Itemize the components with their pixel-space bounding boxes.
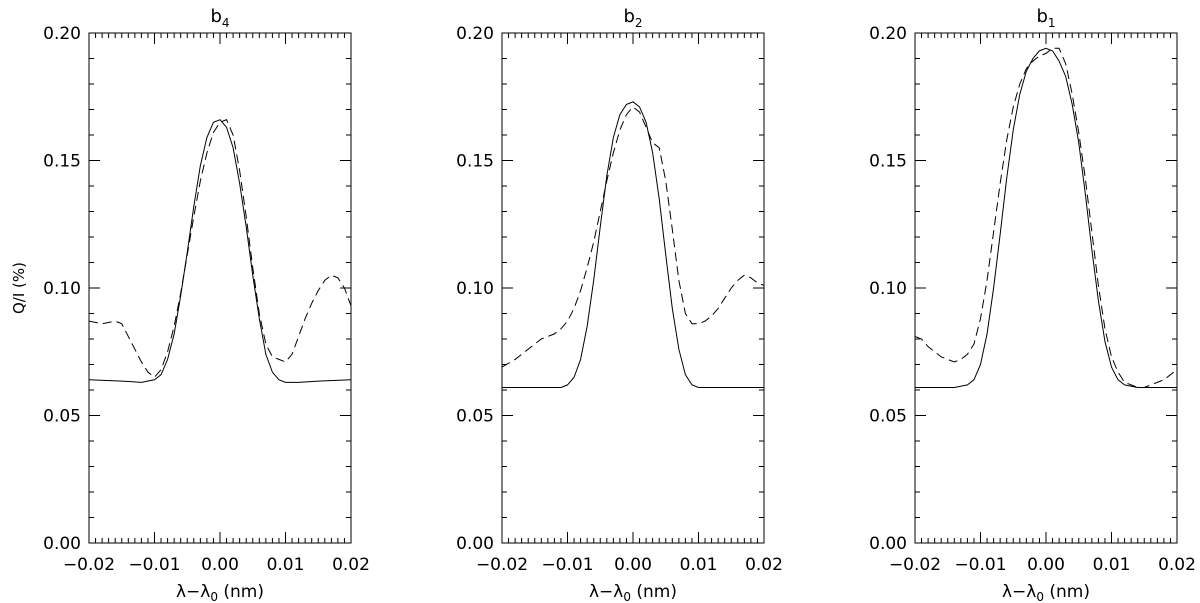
panel-title: b4 [210, 6, 229, 30]
x-axis-label: λ−λ0 (nm) [589, 582, 677, 603]
x-tick-label: −0.01 [954, 555, 1006, 575]
x-tick-label: 0.00 [201, 555, 239, 575]
y-tick-label: 0.00 [456, 534, 494, 554]
y-tick-label: 0.00 [43, 534, 81, 554]
x-tick-label: 0.00 [614, 555, 652, 575]
dashed-profile-line [502, 106, 764, 368]
chart-panel-1: −0.02 −0.01 0.00 0.01 0.02 0.00 0.05 0.10 0.15 0.… [10, 6, 370, 603]
dashed-profile-line [915, 47, 1177, 388]
y-tick-label: 0.15 [456, 152, 494, 172]
x-tick-label: 0.00 [1027, 555, 1065, 575]
y-tick-label: 0.20 [456, 24, 494, 44]
panel-title: b1 [1036, 6, 1055, 30]
x-tick-label: −0.02 [63, 555, 115, 575]
x-tick-label: −0.01 [541, 555, 593, 575]
y-tick-label: 0.00 [869, 534, 907, 554]
chart-panel-2: −0.02 −0.01 0.00 0.01 0.02 0.00 0.05 0.10 0.15 0.… [456, 6, 783, 603]
x-tick-label: 0.01 [1093, 555, 1131, 575]
y-tick-label: 0.10 [43, 279, 81, 299]
panel-title: b2 [623, 6, 642, 30]
y-tick-label: 0.05 [43, 407, 81, 427]
x-tick-label: 0.01 [680, 555, 718, 575]
x-tick-label: 0.02 [1158, 555, 1196, 575]
x-tick-label: 0.01 [267, 555, 305, 575]
y-axis-label: Q/I (%) [10, 262, 28, 314]
solid-profile-line [502, 101, 764, 388]
x-tick-label: −0.02 [889, 555, 941, 575]
x-tick-label: 0.02 [745, 555, 783, 575]
y-tick-label: 0.05 [869, 407, 907, 427]
plot-frame [88, 32, 352, 544]
solid-profile-line [89, 119, 351, 383]
y-tick-label: 0.10 [456, 279, 494, 299]
solid-profile-line [915, 47, 1177, 388]
plot-frame [501, 32, 765, 544]
chart-panel-3: −0.02 −0.01 0.00 0.01 0.02 0.00 0.05 0.10 0.15 0.… [869, 6, 1196, 603]
y-tick-label: 0.20 [43, 24, 81, 44]
plot-frame [914, 32, 1178, 544]
x-axis-label: λ−λ0 (nm) [176, 582, 264, 603]
y-tick-label: 0.20 [869, 24, 907, 44]
dashed-profile-line [89, 119, 351, 378]
y-tick-label: 0.15 [869, 152, 907, 172]
y-tick-label: 0.05 [456, 407, 494, 427]
y-tick-label: 0.15 [43, 152, 81, 172]
x-tick-label: −0.02 [476, 555, 528, 575]
x-axis-label: λ−λ0 (nm) [1002, 582, 1090, 603]
x-tick-label: −0.01 [128, 555, 180, 575]
y-tick-label: 0.10 [869, 279, 907, 299]
x-tick-label: 0.02 [332, 555, 370, 575]
